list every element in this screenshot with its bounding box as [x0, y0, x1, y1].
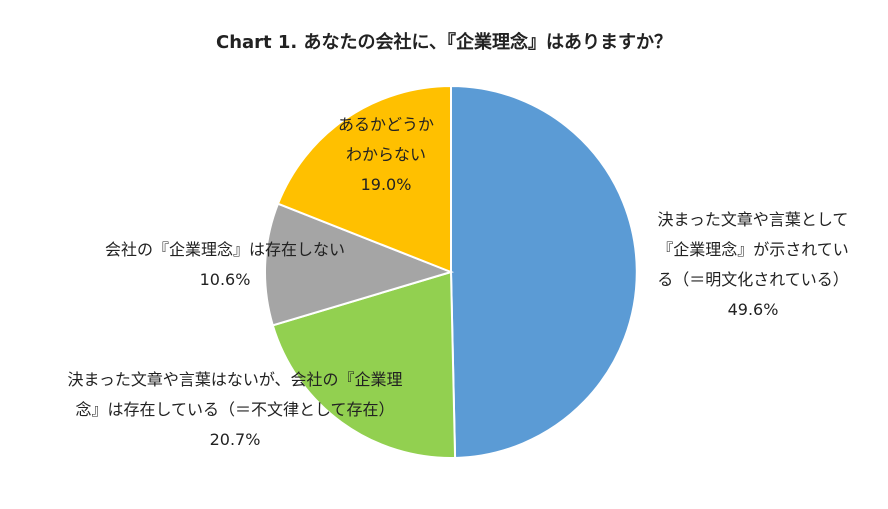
pie-slice-unknown	[276, 84, 452, 274]
slice-value-unwritten: 20.7%	[209, 430, 261, 449]
slice-label-documented-line-3: る（＝明文化されている）	[657, 270, 849, 289]
slice-value-unknown: 19.0%	[360, 175, 412, 194]
slice-value-documented: 49.6%	[727, 300, 779, 319]
slice-label-unknown-line-1: あるかどうか	[337, 115, 434, 134]
slice-label-none: 会社の『企業理念』は存在しない 10.6%	[50, 235, 400, 295]
slice-label-documented-line-2: 『企業理念』が示されてい	[657, 240, 849, 259]
slice-label-unwritten-line-1: 決まった文章や言葉はないが、会社の『企業理	[67, 370, 403, 389]
pie-slice-none	[264, 202, 455, 327]
slice-label-none-line-1: 会社の『企業理念』は存在しない	[104, 240, 345, 259]
slice-value-none: 10.6%	[199, 270, 251, 289]
chart-title: Chart 1. あなたの会社に、『企業理念』はありますか？	[215, 32, 672, 53]
pie-slice-unwritten	[271, 270, 457, 459]
slice-label-unknown: あるかどうか わからない 19.0%	[296, 110, 476, 200]
slice-label-unknown-line-2: わからない	[345, 145, 426, 164]
slice-label-documented-line-1: 決まった文章や言葉として	[657, 210, 849, 229]
slice-label-unwritten: 決まった文章や言葉はないが、会社の『企業理 念』は存在している（＝不文律として存…	[10, 365, 460, 455]
slice-label-documented: 決まった文章や言葉として 『企業理念』が示されてい る（＝明文化されている） 4…	[628, 205, 878, 325]
slice-label-unwritten-line-2: 念』は存在している（＝不文律として存在）	[75, 400, 395, 419]
pie-slice-documented	[450, 84, 638, 459]
